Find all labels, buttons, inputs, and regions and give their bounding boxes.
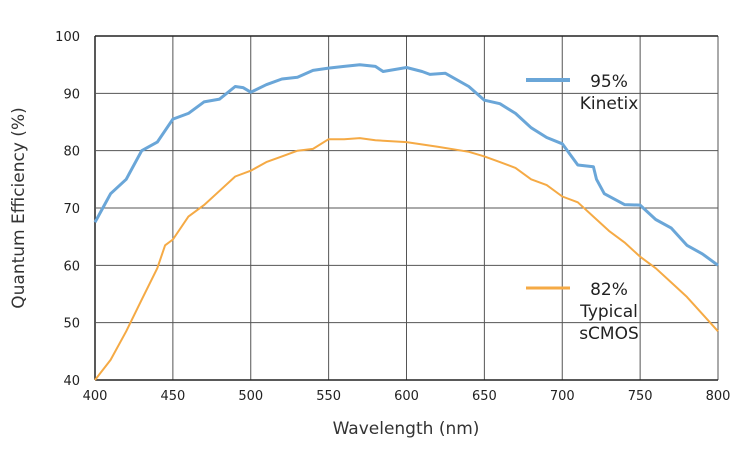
legend-label: Typical	[579, 302, 638, 322]
legend-label: Kinetix	[580, 94, 639, 114]
y-tick-label: 50	[63, 317, 80, 332]
x-tick-label: 400	[83, 389, 108, 404]
x-tick-label: 650	[472, 389, 497, 404]
y-tick-label: 60	[63, 259, 80, 274]
x-tick-label: 800	[706, 389, 731, 404]
x-tick-labels: 400 450 500 550 600 650 700 750 800	[83, 389, 731, 404]
grid	[94, 35, 719, 381]
x-tick-label: 550	[316, 389, 341, 404]
series-line-kinetix	[93, 63, 719, 267]
y-tick-label: 80	[63, 145, 80, 160]
y-axis-label: Quantum Efficiency (%)	[9, 107, 29, 308]
x-tick-label: 600	[394, 389, 419, 404]
legend-label: sCMOS	[579, 324, 639, 344]
x-tick-label: 500	[238, 389, 263, 404]
x-tick-label: 700	[550, 389, 575, 404]
x-tick-label: 750	[628, 389, 653, 404]
x-axis-label: Wavelength (nm)	[333, 419, 480, 439]
y-tick-label: 40	[63, 374, 80, 389]
series-lines	[93, 63, 719, 381]
x-tick-label: 450	[160, 389, 185, 404]
y-tick-labels: 40 50 60 70 80 90 100	[55, 30, 80, 389]
y-tick-label: 70	[63, 202, 80, 217]
y-tick-label: 100	[55, 30, 80, 45]
legend-value: 82%	[590, 280, 628, 300]
legend-value: 95%	[590, 72, 628, 92]
y-tick-label: 90	[63, 87, 80, 102]
series-line-typical-scmos	[94, 137, 719, 381]
